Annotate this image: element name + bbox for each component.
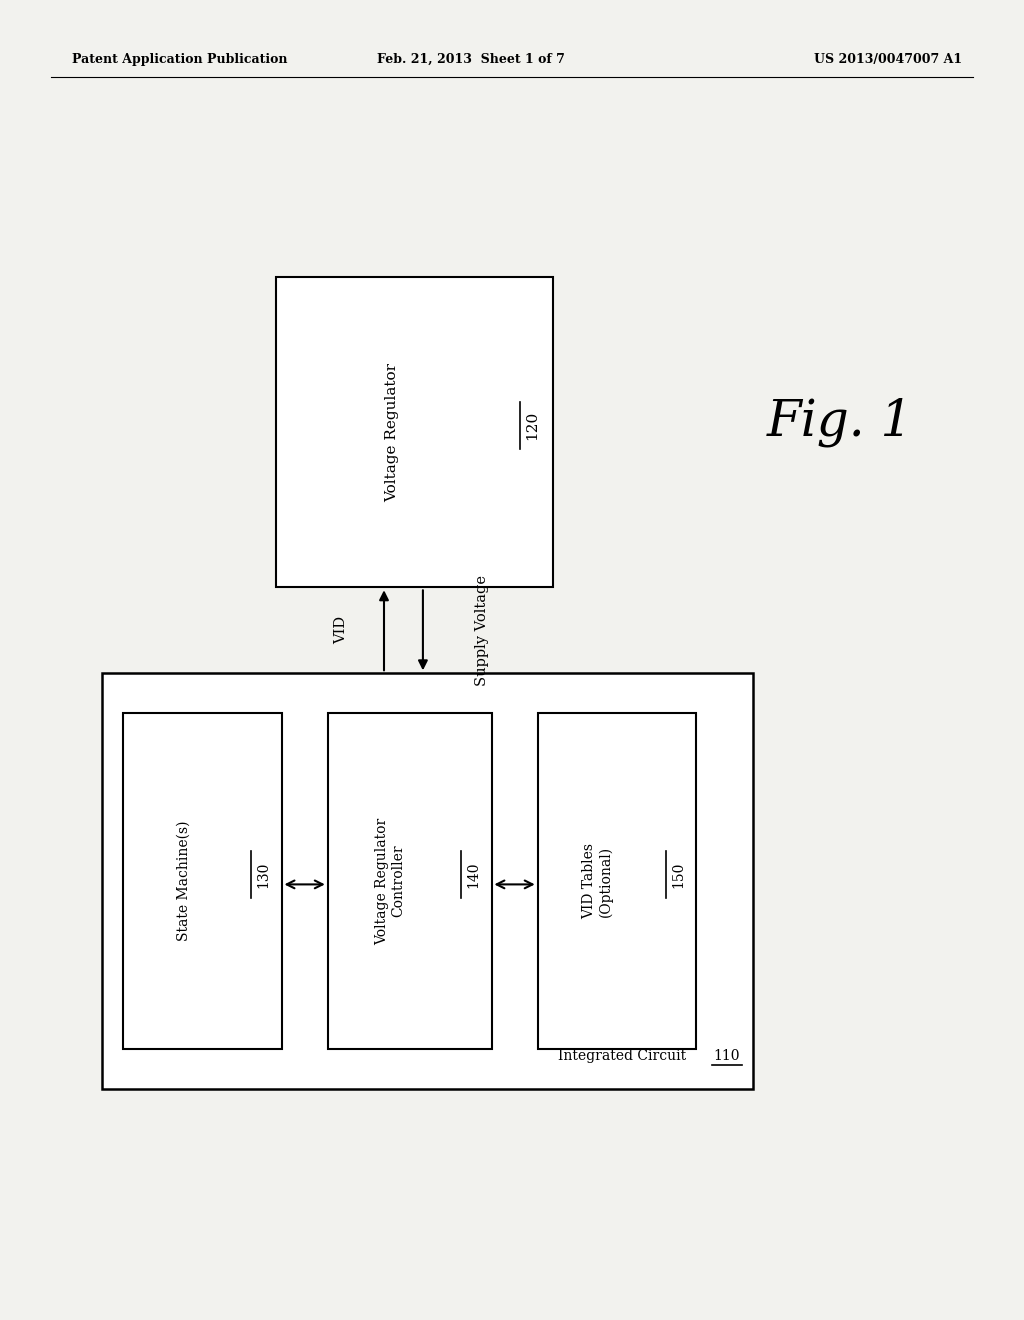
Text: 120: 120: [525, 411, 540, 441]
Text: Supply Voltage: Supply Voltage: [475, 574, 489, 686]
Bar: [123, 713, 282, 1049]
Text: Voltage Regulator
Controller: Voltage Regulator Controller: [375, 817, 406, 945]
Text: Patent Application Publication: Patent Application Publication: [72, 53, 287, 66]
Text: Integrated Circuit: Integrated Circuit: [558, 1048, 686, 1063]
Bar: [328, 713, 492, 1049]
Text: 150: 150: [671, 862, 685, 887]
Bar: [538, 713, 696, 1049]
Text: 130: 130: [256, 862, 270, 887]
Text: 110: 110: [714, 1048, 740, 1063]
Text: 140: 140: [466, 861, 480, 888]
Text: Feb. 21, 2013  Sheet 1 of 7: Feb. 21, 2013 Sheet 1 of 7: [377, 53, 565, 66]
Text: Fig. 1: Fig. 1: [767, 397, 912, 447]
Text: State Machine(s): State Machine(s): [176, 821, 190, 941]
Text: VID Tables
(Optional): VID Tables (Optional): [583, 843, 613, 919]
Text: Voltage Regulator: Voltage Regulator: [386, 363, 399, 502]
Text: US 2013/0047007 A1: US 2013/0047007 A1: [814, 53, 963, 66]
Bar: [276, 277, 553, 587]
Text: VID: VID: [334, 616, 348, 644]
Bar: [102, 673, 753, 1089]
